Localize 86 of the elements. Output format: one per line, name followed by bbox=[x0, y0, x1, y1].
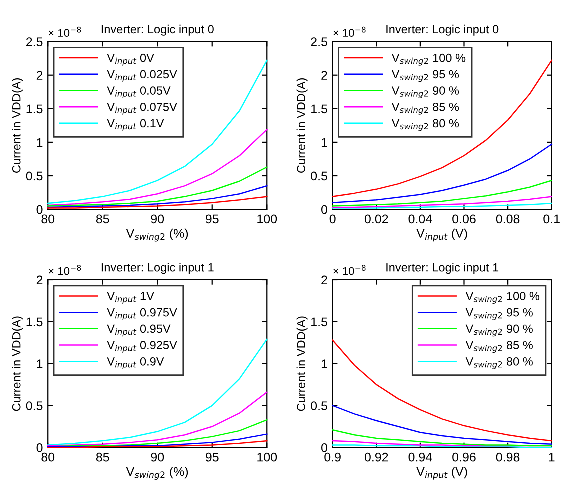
legend-label: V$_{input}$ 0.025V bbox=[107, 70, 178, 82]
text: × 10$^{−8}$ bbox=[334, 265, 366, 276]
y-tick-label: 1 bbox=[37, 138, 43, 147]
x-tick-label: 0.96 bbox=[452, 452, 476, 462]
y-tick-label: 1 bbox=[322, 138, 328, 147]
x-axis-title: V$_{swing2}$ (%) bbox=[126, 467, 188, 480]
x-axis-title: V$_{swing2}$ (%) bbox=[126, 228, 188, 242]
legend-label: V$_{swing2}$ 95 % bbox=[466, 308, 533, 320]
y-tick-label: 1 bbox=[37, 360, 43, 368]
x-tick-label: 0.04 bbox=[408, 214, 432, 224]
x-tick-label: 0.06 bbox=[452, 214, 476, 224]
y-tick-label: 0.5 bbox=[311, 402, 328, 410]
x-axis-title: V$_{input}$ (V) bbox=[416, 467, 468, 480]
y-tick-label: 0.5 bbox=[311, 172, 328, 181]
chart-title: Inverter: Logic input 0 bbox=[386, 24, 499, 36]
y-axis-title: Current in VDD(A) bbox=[12, 78, 24, 173]
y-tick-label: 0.5 bbox=[26, 172, 43, 181]
legend-label: V$_{input}$ 0V bbox=[107, 54, 154, 66]
legend-label: V$_{swing2}$ 100 % bbox=[466, 292, 540, 304]
legend-label: V$_{input}$ 0.975V bbox=[107, 308, 178, 320]
legend-label: V$_{swing2}$ 95 % bbox=[392, 70, 460, 82]
y-tick-label: 2 bbox=[36, 276, 43, 285]
x-tick-label: 100 bbox=[258, 214, 278, 224]
y-tick-label: 2 bbox=[322, 71, 328, 80]
y-tick-label: 0 bbox=[322, 205, 328, 214]
legend-label: V$_{input}$ 0.05V bbox=[107, 86, 171, 99]
x-tick-label: 80 bbox=[42, 452, 55, 462]
y-tick-label: 1 bbox=[322, 360, 328, 368]
legend-label: V$_{swing2}$ 85 % bbox=[466, 341, 533, 354]
legend-label: V$_{swing2}$ 90 % bbox=[466, 324, 533, 337]
y-axis-title: Current in VDD(A) bbox=[296, 78, 308, 173]
x-tick-label: 0.98 bbox=[496, 452, 520, 462]
line-series bbox=[47, 338, 268, 446]
legend-label: V$_{input}$ 0.9V bbox=[107, 357, 164, 370]
legend-label: V$_{swing2}$ 80 % bbox=[392, 119, 460, 132]
line-series bbox=[332, 144, 552, 204]
text: × 10$^{−8}$ bbox=[48, 265, 82, 276]
x-tick-label: 80 bbox=[42, 214, 55, 224]
x-tick-label: 0.9 bbox=[324, 452, 341, 462]
text: × 10$^{−8}$ bbox=[48, 26, 82, 38]
y-tick-label: 1.5 bbox=[312, 104, 328, 114]
legend-label: V$_{swing2}$ 80 % bbox=[466, 357, 533, 370]
x-tick-label: 85 bbox=[96, 452, 110, 462]
x-tick-label: 85 bbox=[96, 214, 110, 224]
legend-label: V$_{input}$ 0.075V bbox=[107, 102, 178, 115]
y-tick-label: 0.5 bbox=[26, 402, 43, 410]
line-series bbox=[47, 166, 268, 207]
y-tick-label: 2.5 bbox=[311, 38, 328, 46]
legend-label: V$_{swing2}$ 90 % bbox=[392, 86, 460, 99]
x-tick-label: 90 bbox=[151, 214, 164, 224]
y-tick-label: 0 bbox=[36, 444, 43, 452]
x-tick-label: 95 bbox=[206, 214, 219, 224]
x-tick-label: 1 bbox=[549, 453, 555, 462]
y-tick-label: 2 bbox=[322, 276, 328, 285]
y-tick-label: 1.5 bbox=[26, 318, 43, 327]
y-tick-label: 2 bbox=[36, 71, 43, 80]
y-tick-label: 2.5 bbox=[26, 38, 43, 46]
x-tick-label: 0 bbox=[330, 214, 336, 224]
line-series bbox=[332, 340, 552, 442]
y-tick-label: 0 bbox=[36, 205, 43, 214]
y-axis-title: Current in VDD(A) bbox=[12, 316, 24, 412]
x-tick-label: 0.02 bbox=[364, 214, 388, 224]
x-axis-title: V$_{input}$ (V) bbox=[416, 228, 468, 242]
legend-label: V$_{swing2}$ 100 % bbox=[392, 54, 466, 66]
legend-label: V$_{swing2}$ 85 % bbox=[392, 102, 460, 115]
chart-title: Inverter: Logic input 1 bbox=[102, 263, 214, 274]
x-tick-label: 90 bbox=[151, 452, 164, 462]
x-tick-label: 95 bbox=[206, 452, 219, 462]
text: × 10$^{−8}$ bbox=[334, 26, 366, 38]
y-tick-label: 0 bbox=[322, 444, 328, 452]
x-tick-label: 0.94 bbox=[408, 452, 432, 462]
y-tick-label: 1.5 bbox=[26, 104, 43, 114]
x-tick-label: 0.1 bbox=[544, 214, 560, 224]
line-series bbox=[332, 180, 552, 207]
x-tick-label: 100 bbox=[258, 452, 278, 462]
legend-label: V$_{input}$ 0.925V bbox=[107, 341, 178, 354]
x-tick-label: 0.92 bbox=[364, 452, 388, 462]
y-tick-label: 1.5 bbox=[312, 318, 328, 327]
chart-title: Inverter: Logic input 1 bbox=[386, 263, 499, 274]
chart-title: Inverter: Logic input 0 bbox=[102, 24, 214, 36]
x-tick-label: 0.08 bbox=[496, 214, 520, 224]
line-series bbox=[332, 405, 552, 445]
y-axis-title: Current in VDD(A) bbox=[296, 316, 308, 412]
legend-label: V$_{input}$ 1V bbox=[107, 292, 154, 304]
legend-label: V$_{input}$ 0.95V bbox=[107, 324, 171, 337]
legend-label: V$_{input}$ 0.1V bbox=[107, 119, 164, 132]
